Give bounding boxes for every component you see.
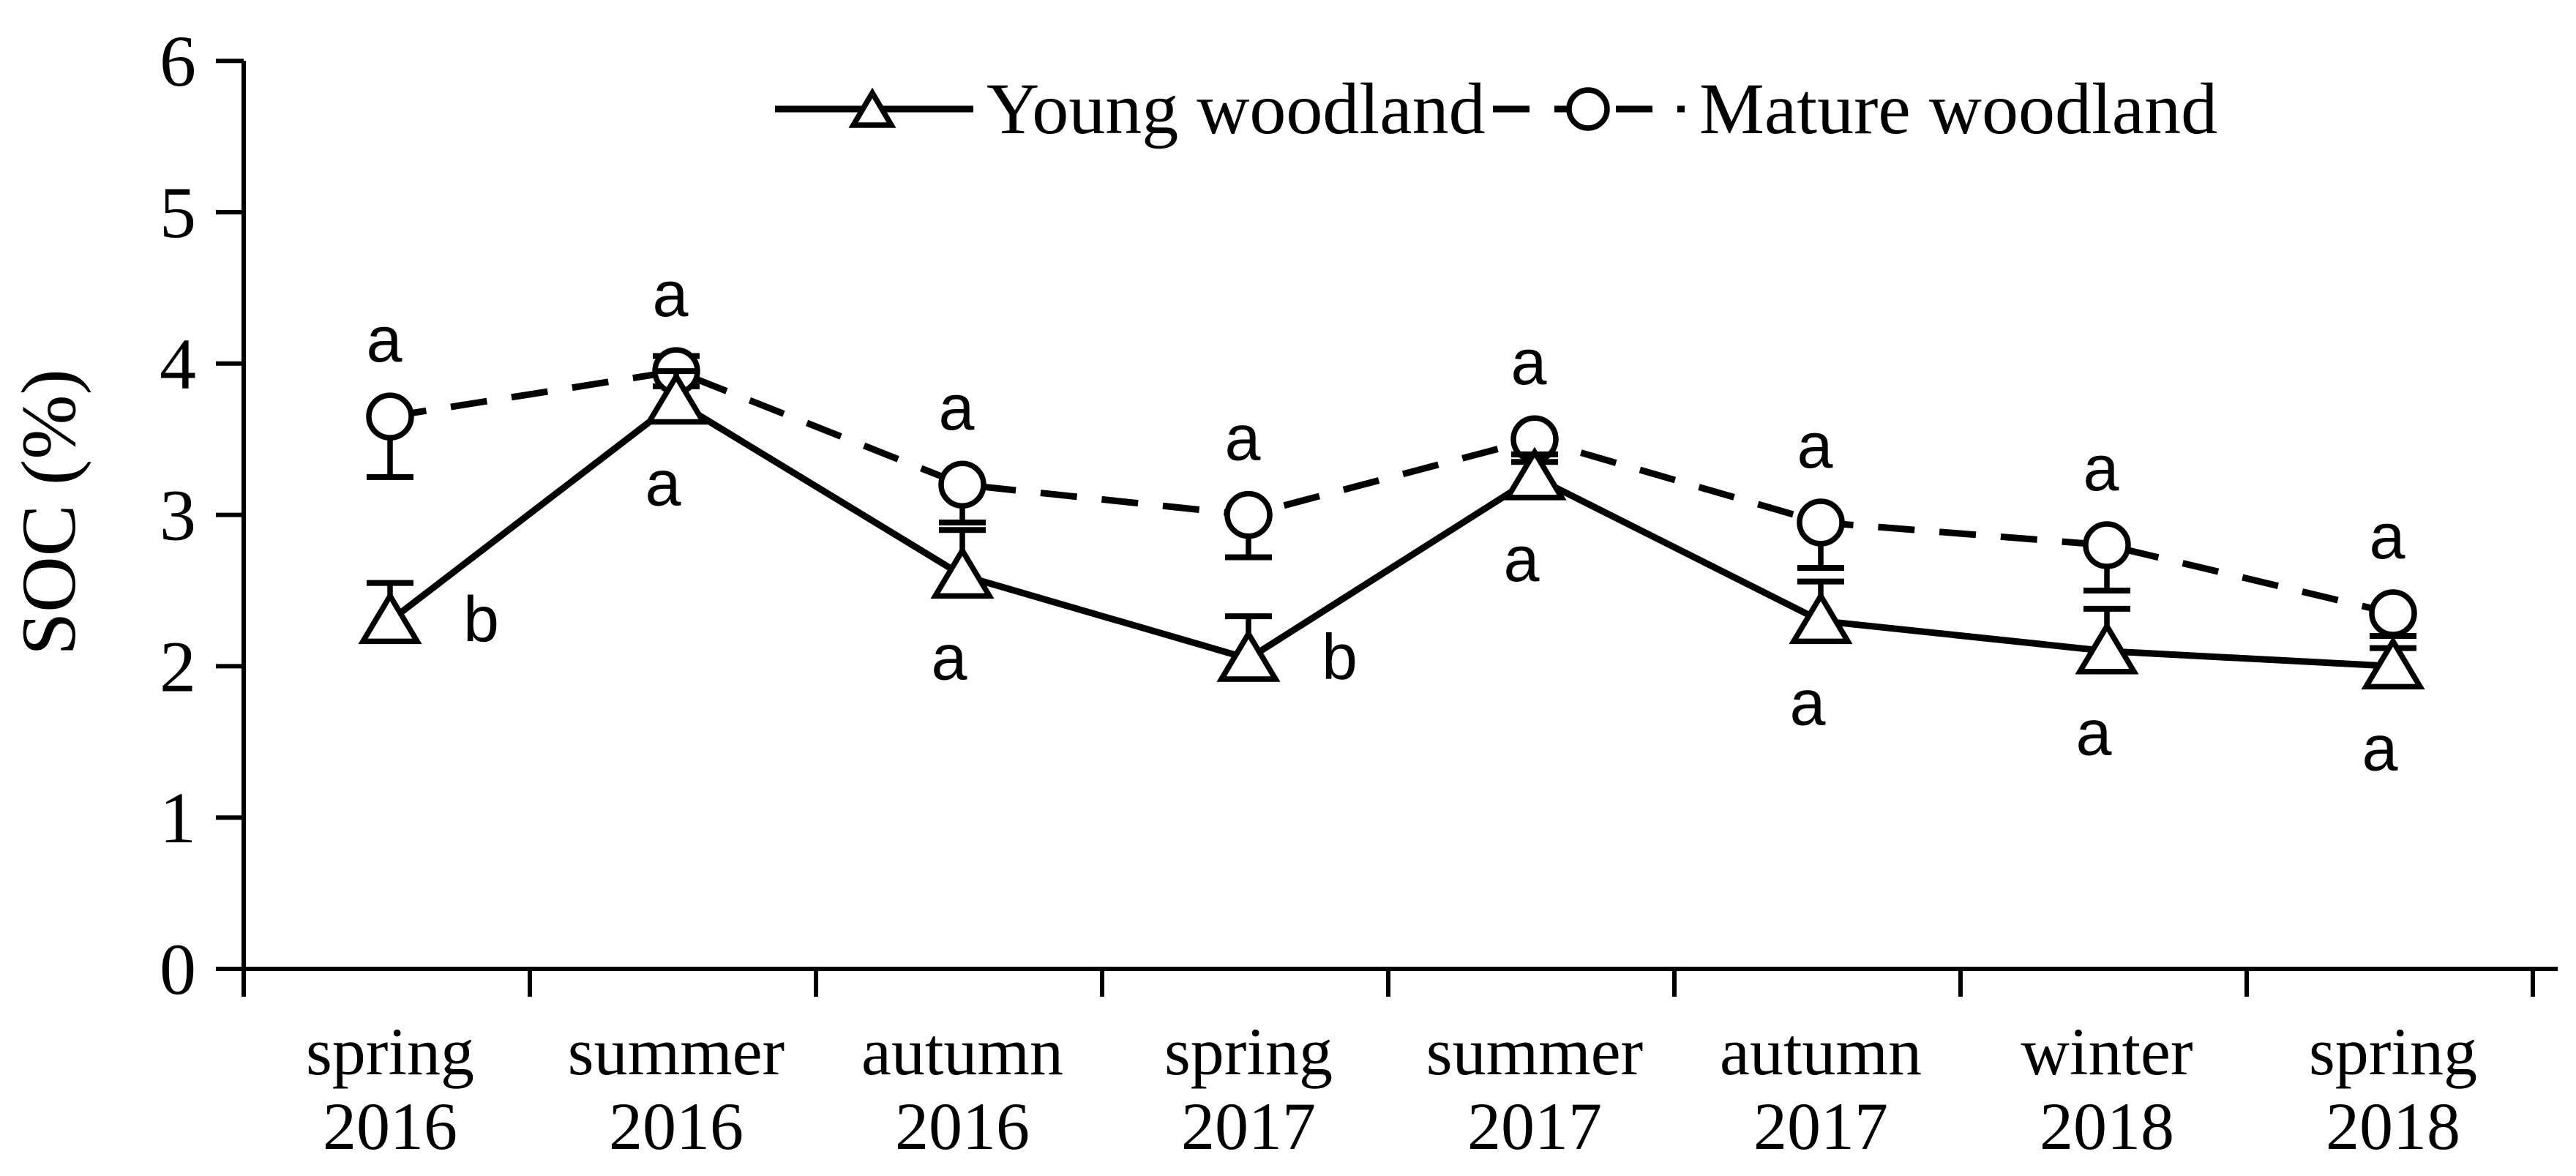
significance-letter: a — [1225, 402, 1261, 474]
x-category-year-label: 2017 — [1467, 1089, 1602, 1164]
x-category-season-label: summer — [1426, 1014, 1643, 1089]
data-point-triangle-marker — [2361, 636, 2425, 690]
plot-area: 0123456spring2016summer2016autumn2016spr… — [160, 20, 2558, 1164]
data-point-circle-marker — [2369, 589, 2417, 637]
data-point-triangle-marker — [1789, 591, 1853, 645]
data-point-circle-marker — [2083, 521, 2131, 569]
x-category-season-label: summer — [568, 1014, 785, 1089]
x-category-year-label: 2016 — [609, 1089, 744, 1164]
data-point-circle-marker — [938, 460, 986, 509]
data-point-triangle-marker — [1502, 446, 1567, 501]
x-category-season-label: autumn — [1720, 1014, 1922, 1089]
significance-letter: b — [463, 583, 499, 655]
significance-letter: a — [932, 621, 967, 693]
x-category-year-label: 2016 — [895, 1089, 1030, 1164]
x-category-year-label: 2017 — [1753, 1089, 1888, 1164]
x-category-season-label: autumn — [861, 1014, 1063, 1089]
significance-letter: b — [1322, 621, 1358, 693]
x-category-season-label: spring — [2309, 1014, 2477, 1089]
x-category-season-label: spring — [306, 1014, 474, 1089]
significance-letter: a — [939, 371, 975, 443]
legend: Young woodland Mature woodland — [775, 68, 2217, 149]
significance-letter: a — [367, 303, 402, 375]
y-tick-label: 5 — [160, 172, 196, 253]
series-line-young-woodland — [388, 397, 2394, 670]
legend-label-young-woodland: Young woodland — [986, 68, 1486, 149]
x-category-year-label: 2018 — [2326, 1089, 2460, 1164]
data-point-circle-marker — [1797, 498, 1845, 547]
significance-letter: a — [2083, 432, 2119, 504]
significance-letter: a — [2370, 500, 2405, 572]
significance-letter: a — [1797, 409, 1833, 482]
legend-label-mature-woodland: Mature woodland — [1699, 68, 2217, 149]
x-category-year-label: 2018 — [2040, 1089, 2174, 1164]
significance-letter: a — [645, 447, 681, 520]
significance-letter: a — [2076, 697, 2112, 769]
data-point-triangle-marker — [358, 591, 422, 645]
y-tick-label: 4 — [160, 323, 196, 405]
significance-letter: a — [1790, 666, 1826, 738]
data-point-circle-marker — [366, 392, 414, 441]
x-category-season-label: winter — [2021, 1014, 2193, 1089]
legend-triangle-marker-icon — [848, 87, 896, 128]
x-category-year-label: 2016 — [323, 1089, 457, 1164]
data-point-circle-marker — [1224, 490, 1273, 539]
significance-letter: a — [1511, 326, 1547, 398]
y-axis-title: SOC (%) — [6, 369, 91, 656]
y-tick-label: 1 — [160, 777, 196, 858]
data-point-triangle-marker — [930, 545, 995, 599]
significance-letter: a — [653, 258, 689, 330]
data-point-triangle-marker — [2075, 621, 2139, 675]
y-tick-label: 3 — [160, 475, 196, 556]
data-point-triangle-marker — [1216, 628, 1281, 682]
significance-letter: a — [2362, 711, 2398, 784]
y-tick-label: 0 — [160, 929, 196, 1010]
y-tick-label: 6 — [160, 20, 196, 102]
legend-circle-marker-icon — [1566, 87, 1610, 131]
x-category-year-label: 2017 — [1181, 1089, 1316, 1164]
series-line-mature-woodland — [389, 367, 2395, 617]
x-category-season-label: spring — [1164, 1014, 1333, 1089]
significance-letter: a — [1504, 523, 1540, 595]
data-point-triangle-marker — [644, 371, 708, 425]
y-tick-label: 2 — [160, 626, 196, 707]
